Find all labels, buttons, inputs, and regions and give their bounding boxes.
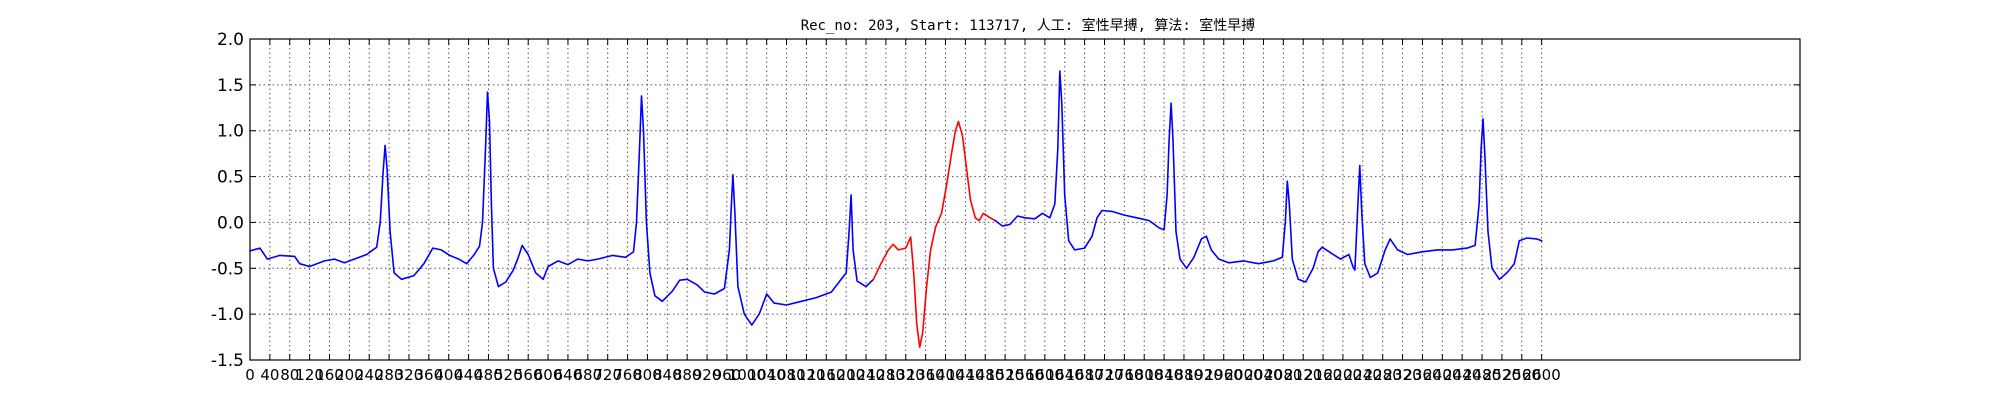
x-tick-label: 880 [673, 366, 702, 384]
x-tick-label: 960 [713, 366, 742, 384]
x-tick-label: 1320 [887, 366, 925, 384]
x-tick-label: 680 [574, 366, 603, 384]
x-tick-label: 2080 [1264, 366, 1302, 384]
x-tick-label: 320 [395, 366, 424, 384]
x-tick-label: 2480 [1463, 366, 1501, 384]
x-tick-label: 1080 [767, 366, 805, 384]
x-tick-label: 200 [335, 366, 364, 384]
x-tick-label: 2200 [1324, 366, 1362, 384]
x-tick-label: 1640 [1046, 366, 1084, 384]
x-tick-label: 720 [593, 366, 622, 384]
x-tick-label: 40 [260, 366, 279, 384]
x-tick-label: 2280 [1364, 366, 1402, 384]
x-tick-label: 280 [375, 366, 404, 384]
x-tick-label: 1280 [867, 366, 905, 384]
x-tick-label: 1480 [966, 366, 1004, 384]
x-tick-label: 2000 [1224, 366, 1262, 384]
x-tick-label: 160 [315, 366, 344, 384]
x-tick-label: 1400 [926, 366, 964, 384]
x-tick-label: 2320 [1383, 366, 1421, 384]
y-tick-label: -1.0 [211, 305, 244, 325]
x-tick-label: 1680 [1066, 366, 1104, 384]
x-tick-label: 1600 [1026, 366, 1064, 384]
x-tick-label: 1520 [986, 366, 1024, 384]
x-tick-label: 400 [434, 366, 463, 384]
x-axis: 0 40 8012016020024028032036040044048052056… [245, 39, 1561, 384]
x-tick-label: 120 [295, 366, 324, 384]
x-tick-label: 2120 [1284, 366, 1322, 384]
x-tick-label: 1240 [847, 366, 885, 384]
y-tick-label: 0.0 [217, 213, 244, 233]
x-tick-label: 1200 [827, 366, 865, 384]
x-tick-label: 1800 [1125, 366, 1163, 384]
x-tick-label: 2400 [1423, 366, 1461, 384]
x-tick-label: 520 [494, 366, 523, 384]
x-tick-label: 760 [613, 366, 642, 384]
x-tick-label: 2360 [1403, 366, 1441, 384]
x-tick-label: 840 [653, 366, 682, 384]
ecg-segment-highlight [872, 120, 997, 349]
y-axis: 2.0 1.5 1.0 0.5 0.0 -0.5 -1.0 -1.5 [211, 30, 1800, 371]
chart-title: Rec_no: 203, Start: 113717, 人工: 室性早搏, 算法… [801, 17, 1256, 34]
x-tick-label: 1720 [1085, 366, 1123, 384]
x-tick-label: 360 [415, 366, 444, 384]
x-tick-label: 1840 [1145, 366, 1183, 384]
y-tick-label: -1.5 [211, 351, 244, 371]
x-tick-label: 1560 [1006, 366, 1044, 384]
x-tick-label: 2240 [1344, 366, 1382, 384]
x-tick-label: 2520 [1483, 366, 1521, 384]
x-tick-label: 1040 [748, 366, 786, 384]
x-tick-label: 80 [280, 366, 299, 384]
x-tick-label: 1000 [728, 366, 766, 384]
x-tick-label: 560 [514, 366, 543, 384]
x-tick-label: 640 [554, 366, 583, 384]
x-tick-label: 1920 [1185, 366, 1223, 384]
x-tick-label: 800 [633, 366, 662, 384]
x-tick-label: 1960 [1205, 366, 1243, 384]
series-layer [249, 70, 1543, 349]
x-tick-label: 1880 [1165, 366, 1203, 384]
grid-lines [250, 39, 1800, 360]
x-tick-label: 2040 [1244, 366, 1282, 384]
x-tick-label: 600 [534, 366, 563, 384]
ecg-segment-normal [249, 91, 875, 326]
x-tick-label: 1120 [787, 366, 825, 384]
y-tick-label: 0.5 [217, 168, 244, 188]
x-tick-label: 1440 [946, 366, 984, 384]
x-tick-label: 2160 [1304, 366, 1342, 384]
y-tick-label: -0.5 [211, 259, 244, 279]
x-tick-label: 1360 [907, 366, 945, 384]
x-tick-label: 2600 [1523, 366, 1561, 384]
x-tick-label: 480 [474, 366, 503, 384]
x-tick-label: 1160 [807, 366, 845, 384]
x-tick-label: 920 [693, 366, 722, 384]
x-tick-label: 0 [245, 366, 255, 384]
x-tick-label: 2440 [1443, 366, 1481, 384]
x-tick-label: 440 [454, 366, 483, 384]
x-tick-label: 240 [355, 366, 384, 384]
y-tick-label: 1.0 [217, 122, 244, 142]
ecg-segment-normal [994, 70, 1543, 283]
plot-frame [249, 38, 1801, 361]
y-tick-label: 1.5 [217, 76, 244, 96]
x-tick-label: 2560 [1503, 366, 1541, 384]
y-tick-label: 2.0 [217, 30, 244, 50]
x-tick-label: 1760 [1105, 366, 1143, 384]
